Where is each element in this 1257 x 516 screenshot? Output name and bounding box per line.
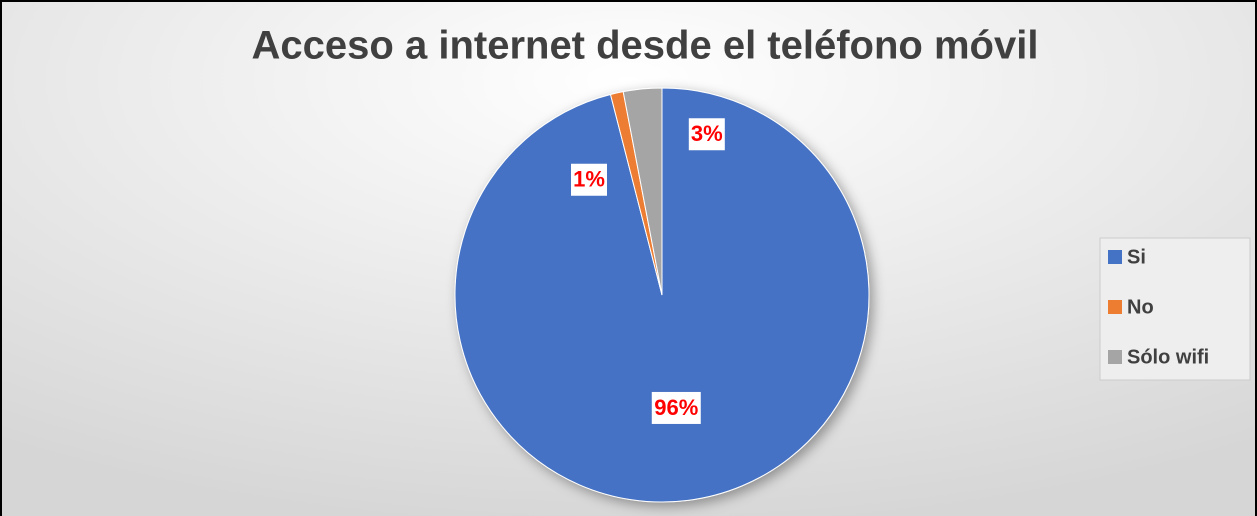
pie-slice — [622, 87, 663, 296]
data-label: 3% — [691, 121, 723, 146]
legend-swatch — [1108, 250, 1122, 264]
data-label: 1% — [573, 167, 605, 192]
data-label: 96% — [654, 395, 698, 420]
legend-swatch — [1108, 350, 1122, 364]
pie — [454, 87, 870, 503]
legend-box — [1099, 237, 1251, 381]
data-label-bg — [688, 118, 725, 151]
legend-label: Si — [1127, 246, 1146, 268]
data-label-bg — [571, 163, 608, 196]
legend-label: Sólo wifi — [1127, 346, 1209, 368]
legend-label: No — [1127, 296, 1154, 318]
legend-swatch — [1108, 300, 1122, 314]
chart-title: Acceso a internet desde el teléfono móvi… — [252, 24, 1039, 68]
data-label-bg — [651, 391, 701, 424]
